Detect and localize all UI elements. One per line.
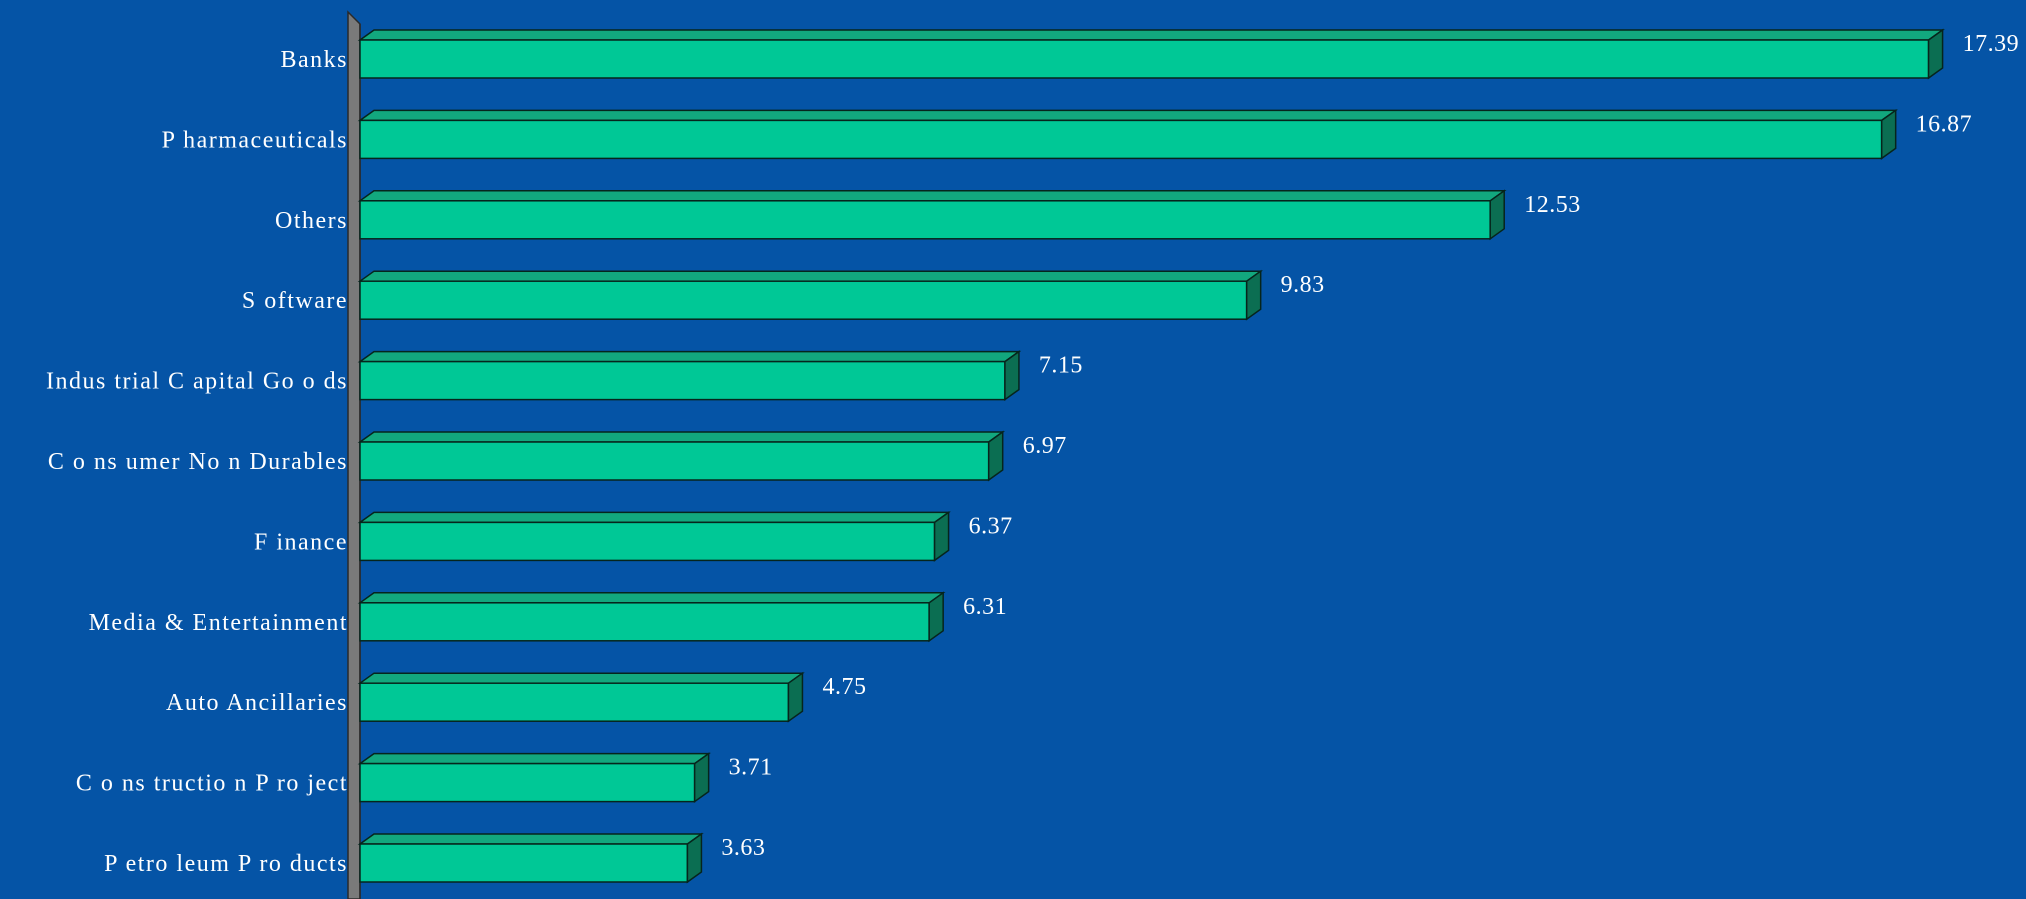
bar-top-face — [357, 109, 1899, 122]
bar-side-face — [987, 430, 1004, 482]
bar-front-face — [359, 119, 1883, 160]
left-wall — [347, 10, 361, 899]
category-label: C o ns tructio n P ro ject — [76, 771, 348, 797]
bar — [357, 510, 951, 562]
bar-top-face — [357, 190, 1507, 202]
bar-top-face — [357, 511, 951, 524]
value-label: 16.87 — [1916, 111, 1973, 137]
value-label: 4.75 — [822, 674, 866, 700]
value-label: 6.97 — [1023, 433, 1067, 459]
bar-top-face — [357, 270, 1264, 282]
bar — [357, 350, 1022, 402]
bar-side-face — [933, 510, 950, 562]
bar-top-face — [357, 350, 1022, 363]
category-label: P harmaceuticals — [162, 127, 348, 153]
bar-top-face — [357, 833, 704, 845]
bar-front-face — [359, 682, 790, 722]
category-label: P etro leum P ro ducts — [104, 851, 348, 877]
bar-top-face — [357, 431, 1006, 443]
bar — [357, 269, 1264, 321]
bar-front-face — [359, 360, 1006, 401]
value-label: 12.53 — [1524, 192, 1581, 218]
category-label: C o ns umer No n Durables — [48, 449, 348, 475]
bar-side-face — [693, 752, 710, 804]
bar-top-face — [357, 29, 1945, 41]
bar — [357, 752, 711, 804]
value-label: 6.37 — [969, 513, 1013, 539]
bar-front-face — [359, 843, 689, 883]
value-label: 3.63 — [721, 835, 765, 861]
bars-group — [357, 28, 1945, 884]
bar-side-face — [928, 591, 944, 643]
bar-top-face — [357, 592, 946, 604]
category-label: Auto Ancillaries — [166, 690, 348, 716]
bar-side-face — [1880, 108, 1897, 160]
bar — [357, 832, 704, 884]
category-label: Media & Entertainment — [89, 610, 348, 636]
category-label: F inance — [254, 529, 348, 555]
bar — [357, 189, 1507, 241]
bar — [357, 591, 946, 643]
bar-top-face — [357, 672, 805, 684]
value-label: 7.15 — [1039, 353, 1083, 379]
bar-side-face — [787, 671, 804, 723]
bar — [357, 671, 805, 723]
bar-top-face — [357, 752, 711, 765]
bar-front-face — [359, 602, 930, 642]
value-label: 3.71 — [729, 755, 773, 781]
chart-wall — [347, 10, 361, 899]
bar-front-face — [359, 441, 990, 481]
bar-side-face — [1927, 28, 1944, 80]
category-label: Others — [275, 208, 348, 234]
bar-side-face — [1004, 350, 1020, 402]
bar — [357, 430, 1006, 482]
labels-group: Banks 17.39 P harmaceuticals 16.87 Others 12.… — [46, 31, 2019, 877]
bar-front-face — [359, 521, 936, 562]
bar-front-face — [359, 762, 696, 803]
value-label: 17.39 — [1963, 31, 2020, 57]
bar — [357, 28, 1945, 80]
category-label: Banks — [281, 47, 349, 73]
bar-side-face — [1489, 189, 1505, 241]
category-label: S oftware — [242, 288, 348, 314]
bar-front-face — [359, 39, 1930, 79]
bar — [357, 108, 1899, 160]
value-label: 9.83 — [1281, 272, 1325, 298]
bar-front-face — [359, 200, 1491, 240]
category-label: Indus trial C apital Go o ds — [46, 369, 348, 395]
value-label: 6.31 — [963, 594, 1007, 620]
bar-side-face — [1245, 269, 1262, 321]
bar-front-face — [359, 280, 1248, 320]
bar-side-face — [686, 832, 703, 884]
